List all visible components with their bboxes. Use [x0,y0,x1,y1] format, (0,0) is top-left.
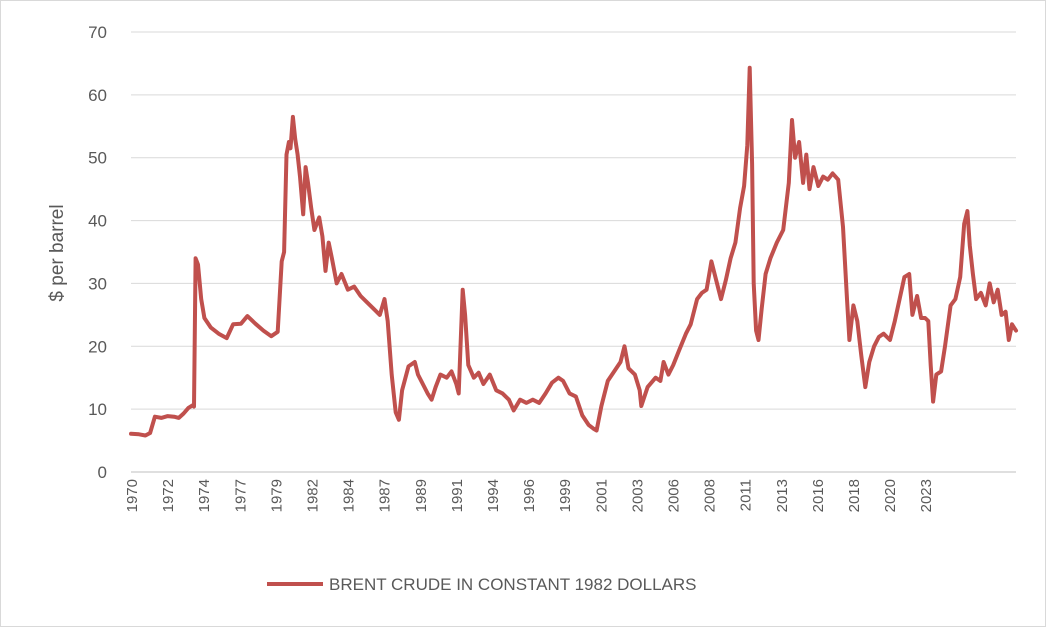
x-tick-label: 1987 [377,479,394,512]
y-tick-label: 40 [88,212,107,231]
series-line-brent-crude [129,65,1018,438]
gridlines [131,31,1016,410]
x-tick-label: 1974 [196,479,213,512]
x-tick-label: 1979 [268,479,285,512]
legend-label: BRENT CRUDE IN CONSTANT 1982 DOLLARS [329,575,696,594]
x-tick-label: 2020 [882,479,899,512]
x-tick-label: 1984 [341,479,358,512]
legend: BRENT CRUDE IN CONSTANT 1982 DOLLARS [267,575,696,594]
x-tick-label: 1972 [160,479,177,512]
x-tick-label: 1970 [124,479,141,512]
x-tick-label: 1994 [485,479,502,512]
x-tick-label: 1999 [557,479,574,512]
x-tick-labels: 1970 1972 1974 1977 1979 1982 1984 1987 1989 1991… [124,479,935,512]
x-tick-label: 2016 [810,479,827,512]
y-tick-label: 70 [88,23,107,42]
x-tick-label: 1977 [232,479,249,512]
y-tick-labels: 0 10 20 30 40 50 60 70 [88,23,107,482]
y-axis-label: $ per barrel [47,204,68,301]
x-tick-label: 2006 [666,479,683,512]
x-tick-label: 2008 [702,479,719,512]
y-tick-label: 30 [88,274,107,293]
x-tick-label: 2003 [629,479,646,512]
x-tick-label: 2018 [846,479,863,512]
x-tick-label: 1989 [413,479,430,512]
y-tick-label: 0 [98,463,107,482]
x-tick-label: 2011 [738,479,755,511]
y-tick-label: 20 [88,337,107,356]
x-tick-label: 2013 [774,479,791,512]
y-tick-label: 10 [88,400,107,419]
x-tick-label: 1996 [521,479,538,512]
x-tick-label: 2001 [593,479,610,512]
y-tick-label: 50 [88,149,107,168]
x-tick-label: 2023 [918,479,935,512]
y-tick-label: 60 [88,86,107,105]
x-tick-label: 1982 [305,479,322,512]
x-tick-label: 1991 [449,479,466,512]
